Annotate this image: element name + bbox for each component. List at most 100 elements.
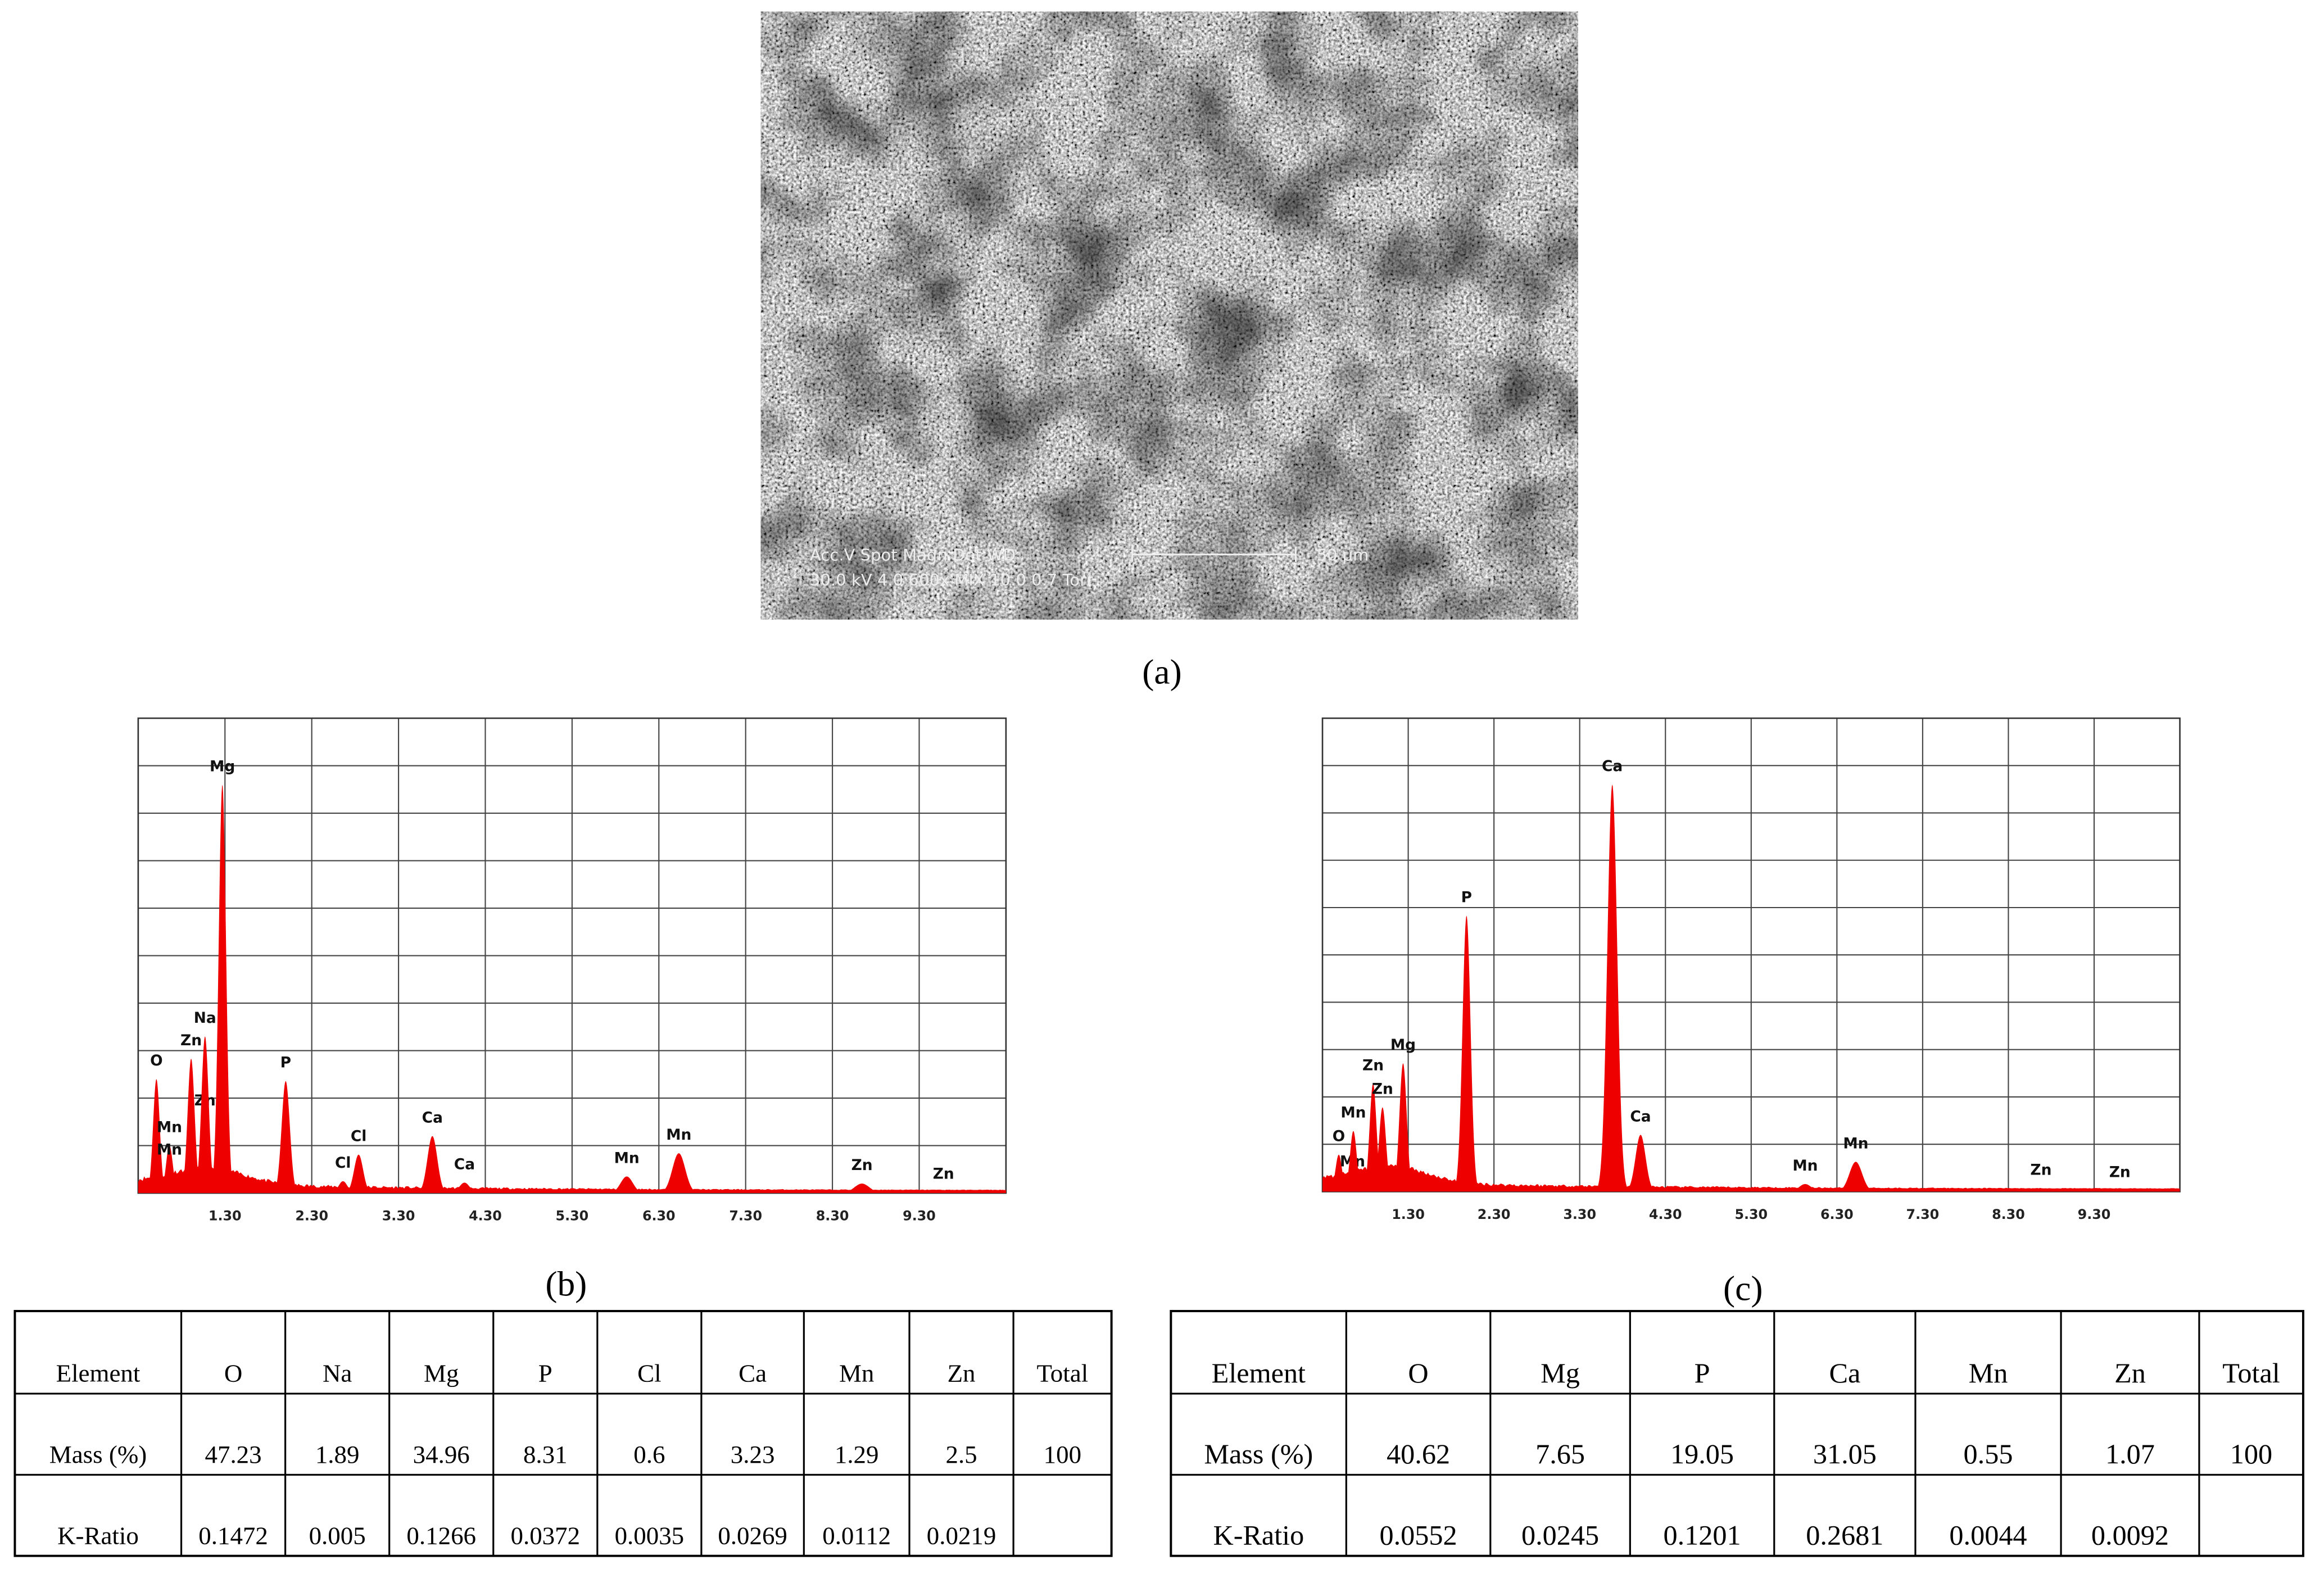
sem-info-values: 30.0 kV 4.0 600x MIX 10.0 0.7 Torr — [810, 570, 1093, 590]
table-header-cell: Mn — [1969, 1357, 2008, 1389]
table-cell: 2.5 — [945, 1440, 977, 1468]
peak — [911, 1192, 976, 1194]
peak — [1340, 1131, 1367, 1192]
peak-label: Mn — [1792, 1158, 1818, 1175]
table-cell: Mass (%) — [49, 1440, 147, 1468]
peak-label: Zn — [2030, 1162, 2051, 1179]
table-header-cell: Cl — [637, 1359, 661, 1387]
panel-caption: (c) — [1723, 1269, 1763, 1308]
x-tick-label: 1.30 — [1392, 1207, 1425, 1222]
peak — [156, 1168, 183, 1194]
table-header-cell: P — [1695, 1357, 1710, 1389]
peak-label: Ca — [1602, 758, 1623, 775]
table-header-cell: Na — [323, 1359, 352, 1387]
peak-label: Na — [194, 1010, 216, 1027]
x-tick-label: 8.30 — [1992, 1207, 2025, 1222]
x-tick-label: 4.30 — [469, 1208, 502, 1224]
peak-label: Zn — [2109, 1164, 2131, 1181]
x-tick-label: 9.30 — [2078, 1207, 2111, 1222]
peak — [1450, 915, 1483, 1192]
peak-label: Zn — [851, 1157, 873, 1174]
peak — [191, 1036, 220, 1193]
x-tick-label: 8.30 — [816, 1208, 849, 1224]
x-tick-label: 2.30 — [1478, 1207, 1511, 1222]
table-cell: 0.2681 — [1806, 1520, 1883, 1551]
peak-label: O — [150, 1053, 162, 1069]
table-cell: 1.07 — [2105, 1438, 2155, 1470]
x-tick-label: 5.30 — [1734, 1207, 1768, 1222]
x-tick-label: 5.30 — [556, 1208, 589, 1224]
table-cell: 34.96 — [413, 1440, 470, 1468]
peak-label: Mn — [1340, 1105, 1366, 1122]
peak-label: P — [280, 1055, 291, 1072]
table-cell: 0.0035 — [615, 1522, 685, 1550]
table-cell: 0.55 — [1964, 1438, 2013, 1470]
peak-label: Ca — [454, 1157, 475, 1173]
peak — [177, 1058, 206, 1193]
data-table: Element O Mg P Ca Mn Zn Total Mass (%) 40.62 7.65 1… — [1170, 1310, 2304, 1557]
table-header-cell: Mg — [424, 1359, 459, 1387]
scale-bar-label: 50 µm — [1316, 545, 1369, 564]
peak — [340, 1154, 377, 1194]
peak-label: Ca — [1630, 1108, 1651, 1125]
peak — [1830, 1162, 1882, 1192]
table-cell: 0.0044 — [1949, 1520, 2027, 1551]
table-cell: 100 — [2230, 1438, 2272, 1470]
spectrum-chart: 1.30 2.30 3.30 4.30 5.30 6.30 7.30 8.30 9.30 O Mn M… — [137, 717, 1007, 1303]
x-tick-label: 7.30 — [729, 1208, 762, 1224]
peak — [325, 1181, 361, 1194]
table-cell: 40.62 — [1387, 1438, 1450, 1470]
table-header-cell: Total — [1037, 1359, 1089, 1387]
peak — [143, 1079, 170, 1193]
table-cell: 0.1266 — [406, 1522, 476, 1550]
x-tick-label: 1.30 — [209, 1208, 242, 1224]
peak-label: Mn — [157, 1141, 182, 1158]
peak-label: O — [1333, 1128, 1345, 1145]
peak-label: Zn — [933, 1166, 954, 1182]
table-header-cell: Total — [2222, 1357, 2280, 1389]
data-table: Element O Na Mg P Cl Ca Mn Zn Total Mass (%) 47.23 1… — [13, 1310, 1113, 1557]
sem-shading — [760, 11, 1578, 620]
table-cell: 8.31 — [523, 1440, 568, 1468]
table-cell: 7.65 — [1535, 1438, 1585, 1470]
table-cell: 0.005 — [309, 1522, 366, 1550]
peak-label: Ca — [422, 1110, 443, 1127]
continuum — [1322, 1164, 2180, 1192]
peak — [413, 1136, 452, 1194]
table-header-cell: Element — [1212, 1357, 1306, 1389]
table-cell: 1.29 — [835, 1440, 879, 1468]
peak-label: Mg — [210, 758, 235, 775]
table-cell: 100 — [1044, 1440, 1081, 1468]
peak — [1592, 784, 1632, 1192]
peak — [207, 785, 237, 1193]
table-cell: 0.0092 — [2091, 1520, 2169, 1551]
x-tick-label: 9.30 — [903, 1208, 936, 1224]
peak — [1388, 1063, 1418, 1192]
table-header-cell: Zn — [948, 1359, 976, 1387]
table-header-cell: Ca — [739, 1359, 767, 1387]
table-header-cell: Ca — [1829, 1357, 1860, 1389]
peak-label: Mn — [1843, 1135, 1868, 1152]
peak-label: Mg — [1390, 1037, 1416, 1054]
table-cell: 0.0372 — [511, 1522, 581, 1550]
peak-label: Mn — [157, 1119, 182, 1136]
x-tick-label: 6.30 — [1820, 1207, 1854, 1222]
table-cell: 0.0219 — [927, 1522, 996, 1550]
peak — [1325, 1154, 1352, 1192]
peak — [831, 1184, 893, 1194]
peak — [602, 1176, 651, 1194]
table-border — [13, 1310, 1113, 1557]
table-header-cell: Mg — [1541, 1357, 1580, 1389]
table-header-cell: Element — [56, 1359, 141, 1387]
table-cell: 0.0552 — [1380, 1520, 1457, 1551]
table-header-cell: P — [538, 1359, 552, 1387]
table-cell: 0.1201 — [1663, 1520, 1741, 1551]
x-tick-label: 4.30 — [1649, 1207, 1682, 1222]
peak-label: Zn — [1362, 1057, 1384, 1074]
peak-label: Zn — [1372, 1081, 1393, 1098]
peak — [443, 1182, 486, 1194]
peak-label: Mn — [614, 1150, 640, 1167]
peak-label: Cl — [351, 1128, 366, 1145]
table-header-cell: Mn — [839, 1359, 874, 1387]
